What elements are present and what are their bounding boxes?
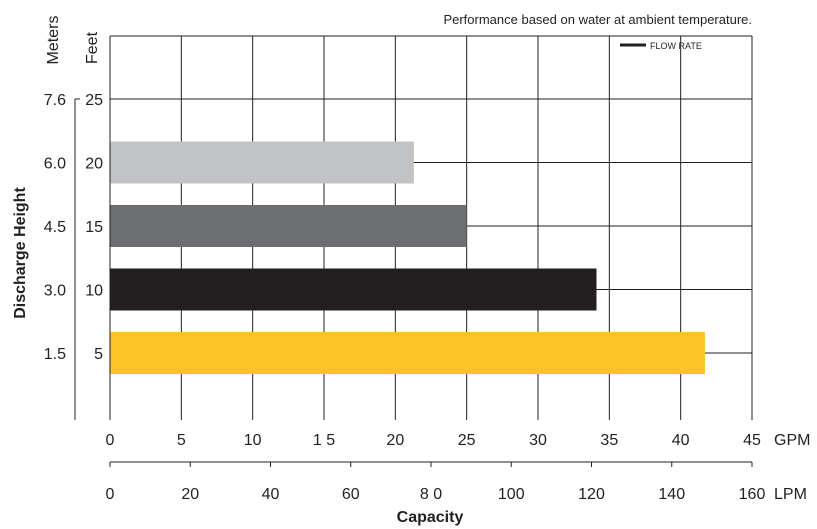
meters-unit-label: Meters	[45, 16, 62, 65]
x-tick-label-lpm: 60	[342, 486, 360, 503]
x-tick-label-gpm: 0	[106, 432, 115, 449]
y-tick-label-feet: 25	[85, 92, 103, 109]
y-tick-label-meters: 4.5	[44, 219, 66, 236]
x-tick-label-gpm: 35	[600, 432, 618, 449]
x-tick-label-gpm: 45	[743, 432, 761, 449]
flow-bar	[110, 268, 597, 311]
plot-frame	[109, 35, 752, 420]
y-tick-label-feet: 15	[85, 219, 103, 236]
x-tick-label-gpm: 10	[244, 432, 262, 449]
y-tick-label-meters: 3.0	[44, 283, 66, 300]
x-tick-label-gpm: 5	[177, 432, 186, 449]
x-tick-label-lpm: 40	[262, 486, 280, 503]
x-tick-label-lpm: 20	[181, 486, 199, 503]
x-tick-label-gpm: 30	[529, 432, 547, 449]
y-tick-label-meters: 6.0	[44, 156, 66, 173]
y-axis-title: Discharge Height	[12, 187, 29, 319]
lpm-unit-label: LPM	[774, 486, 807, 503]
feet-unit-label: Feet	[84, 31, 101, 64]
y-tick-label-meters: 1.5	[44, 346, 66, 363]
x-axis-title: Capacity	[397, 509, 464, 526]
x-tick-label-gpm: 25	[458, 432, 476, 449]
y-tick-label-meters: 7.6	[44, 92, 66, 109]
flow-bar	[110, 205, 467, 247]
x-tick-label-gpm: 1 5	[313, 432, 335, 449]
x-tick-label-lpm: 120	[578, 486, 605, 503]
x-tick-label-lpm: 140	[658, 486, 685, 503]
x-tick-label-gpm: 40	[672, 432, 690, 449]
x-tick-label-lpm: 8 0	[420, 486, 442, 503]
y-tick-label-feet: 20	[85, 156, 103, 173]
flow-bar	[110, 141, 414, 184]
legend-label: FLOW RATE	[650, 41, 702, 51]
x-tick-label-gpm: 20	[386, 432, 404, 449]
x-tick-label-lpm: 100	[498, 486, 525, 503]
gpm-unit-label: GPM	[774, 432, 810, 449]
y-tick-label-feet: 5	[94, 346, 103, 363]
flow-bar	[110, 332, 705, 374]
x-tick-label-lpm: 160	[739, 486, 766, 503]
x-tick-label-lpm: 0	[106, 486, 115, 503]
bars	[110, 141, 705, 374]
x-axis: 0 5 10 1 5 20 25 30 35 40 45 0 20 40 60 8 0 100 120 140 16…	[106, 432, 766, 503]
performance-note: Performance based on water at ambient te…	[443, 12, 752, 27]
y-axis: 7.6 25 6.0 20 4.5 15 3.0 10 1.5 5	[44, 92, 103, 420]
y-tick-label-feet: 10	[85, 283, 103, 300]
